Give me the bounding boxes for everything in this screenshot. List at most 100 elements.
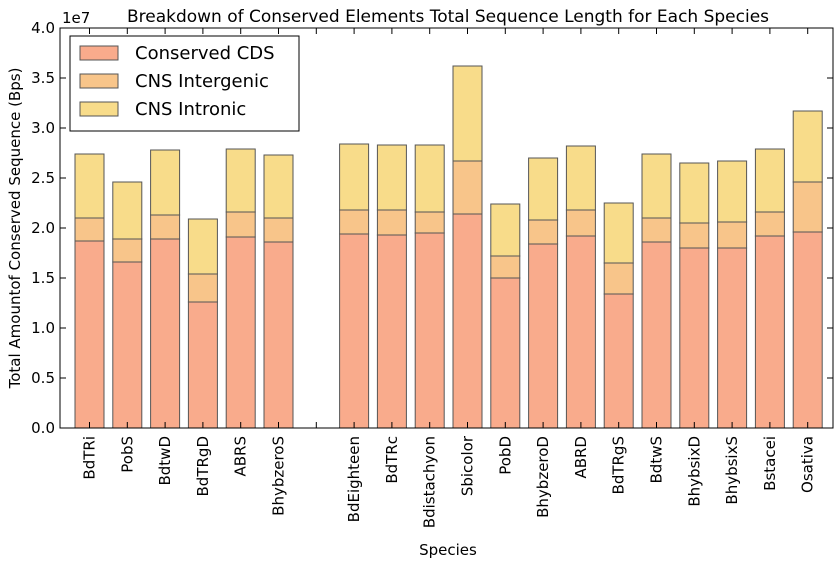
y-tick-label: 1.0	[31, 319, 55, 337]
y-scale-label: 1e7	[62, 9, 90, 27]
bar-segment	[74, 153, 105, 219]
y-tick-label: 3.5	[31, 69, 55, 87]
y-tick-label: 3.0	[31, 119, 55, 137]
bar-segment	[376, 144, 407, 211]
bar-segment	[528, 157, 559, 221]
x-tick-label: BhybzeroD	[534, 436, 552, 518]
x-axis-title: Species	[419, 541, 477, 559]
y-tick-label: 2.5	[31, 169, 55, 187]
bar-segment	[339, 209, 370, 235]
x-tick-label: BdTRc	[383, 436, 401, 484]
bar-segment	[792, 181, 823, 233]
y-tick-label: 1.5	[31, 269, 55, 287]
legend-swatch	[79, 101, 119, 117]
x-tick-label: Osativa	[799, 436, 817, 493]
x-tick-label: ABRD	[572, 436, 590, 479]
chart-title: Breakdown of Conserved Elements Total Se…	[127, 7, 769, 27]
legend-label: Conserved CDS	[135, 43, 275, 64]
bar-segment	[414, 211, 445, 234]
x-tick-label: BhybzeroS	[270, 436, 288, 516]
y-tick-label: 0.0	[31, 419, 55, 437]
bar-segment	[187, 301, 218, 429]
y-tick-label: 2.0	[31, 219, 55, 237]
bar-segment	[754, 148, 785, 213]
bar-segment	[717, 221, 748, 249]
bar-segment	[679, 247, 710, 429]
x-tick-label: BdTRi	[81, 436, 99, 480]
legend-swatch	[79, 73, 119, 89]
bar-segment	[565, 145, 596, 211]
y-axis-ticks: 0.0 0.5 1.0 1.5 2.0 2.5 3.0 3.5 4.0	[31, 19, 833, 437]
bar-segment	[641, 241, 672, 429]
bar-segment	[414, 232, 445, 429]
legend-label: CNS Intronic	[135, 99, 246, 120]
bar-segment	[225, 236, 256, 429]
x-tick-label: BdEighteen	[345, 436, 363, 522]
bar-segment	[792, 231, 823, 429]
x-tick-label: BdTRgD	[194, 436, 212, 496]
bar-segment	[641, 217, 672, 243]
legend: Conserved CDS CNS Intergenic CNS Intronic	[69, 35, 300, 132]
bar-segment	[792, 110, 823, 183]
bar-segment	[452, 213, 483, 429]
bar-segment	[679, 222, 710, 249]
bar-segment	[263, 241, 294, 429]
bar-segment	[528, 219, 559, 245]
x-tick-label: Bstacei	[761, 436, 779, 491]
bar-segment	[603, 293, 634, 429]
y-tick-label: 4.0	[31, 19, 55, 37]
bar-segment	[528, 243, 559, 429]
bar-segment	[490, 255, 521, 279]
bar-segment	[679, 162, 710, 224]
bar-segment	[263, 217, 294, 243]
x-tick-label: BhybsixD	[685, 436, 703, 507]
bar-segment	[112, 181, 143, 240]
bar-segment	[452, 65, 483, 162]
bar-segment	[74, 240, 105, 429]
bar-segment	[339, 143, 370, 211]
bar-segment	[376, 234, 407, 429]
bar-segment	[565, 209, 596, 237]
bar-segment	[263, 154, 294, 219]
bar-segment	[754, 235, 785, 429]
x-tick-label: BdtwS	[648, 436, 666, 483]
x-tick-label: BhybsixS	[723, 436, 741, 505]
x-tick-label: PobD	[496, 436, 514, 475]
bar-segment	[112, 261, 143, 429]
bar-segment	[225, 211, 256, 238]
bar-segment	[112, 238, 143, 263]
bar-segment	[490, 203, 521, 257]
x-tick-label: ABRS	[232, 436, 250, 477]
x-tick-label: PobS	[118, 436, 136, 473]
bar-segment	[150, 214, 181, 240]
legend-label: CNS Intergenic	[135, 71, 269, 92]
bar-segment	[187, 273, 218, 303]
y-axis-title: Total Amountof Conserved Sequence (Bps)	[6, 68, 24, 390]
bar-segment	[603, 262, 634, 295]
bar-segment	[717, 247, 748, 429]
bar-segment	[490, 277, 521, 429]
bar-segment	[376, 209, 407, 236]
bars-group	[74, 65, 823, 429]
legend-swatch	[79, 45, 119, 61]
bar-segment	[603, 202, 634, 264]
x-tick-label: BdtwD	[156, 436, 174, 486]
bar-segment	[754, 211, 785, 237]
bar-segment	[641, 153, 672, 219]
bar-segment	[339, 233, 370, 429]
bar-segment	[452, 160, 483, 215]
bar-segment	[150, 238, 181, 429]
x-axis-ticks: BdTRi PobS BdtwD BdTRgD ABRS BhybzeroS BdEight…	[81, 28, 817, 528]
bar-segment	[74, 217, 105, 242]
bar-segment	[717, 160, 748, 223]
x-tick-label: Bdistachyon	[421, 436, 439, 528]
x-tick-label: BdTRgS	[610, 436, 628, 494]
bar-segment	[187, 218, 218, 275]
y-tick-label: 0.5	[31, 369, 55, 387]
bar-segment	[414, 144, 445, 213]
x-tick-label: Sbicolor	[459, 435, 477, 496]
bar-segment	[150, 149, 181, 216]
bar-segment	[225, 148, 256, 213]
bar-segment	[565, 235, 596, 429]
